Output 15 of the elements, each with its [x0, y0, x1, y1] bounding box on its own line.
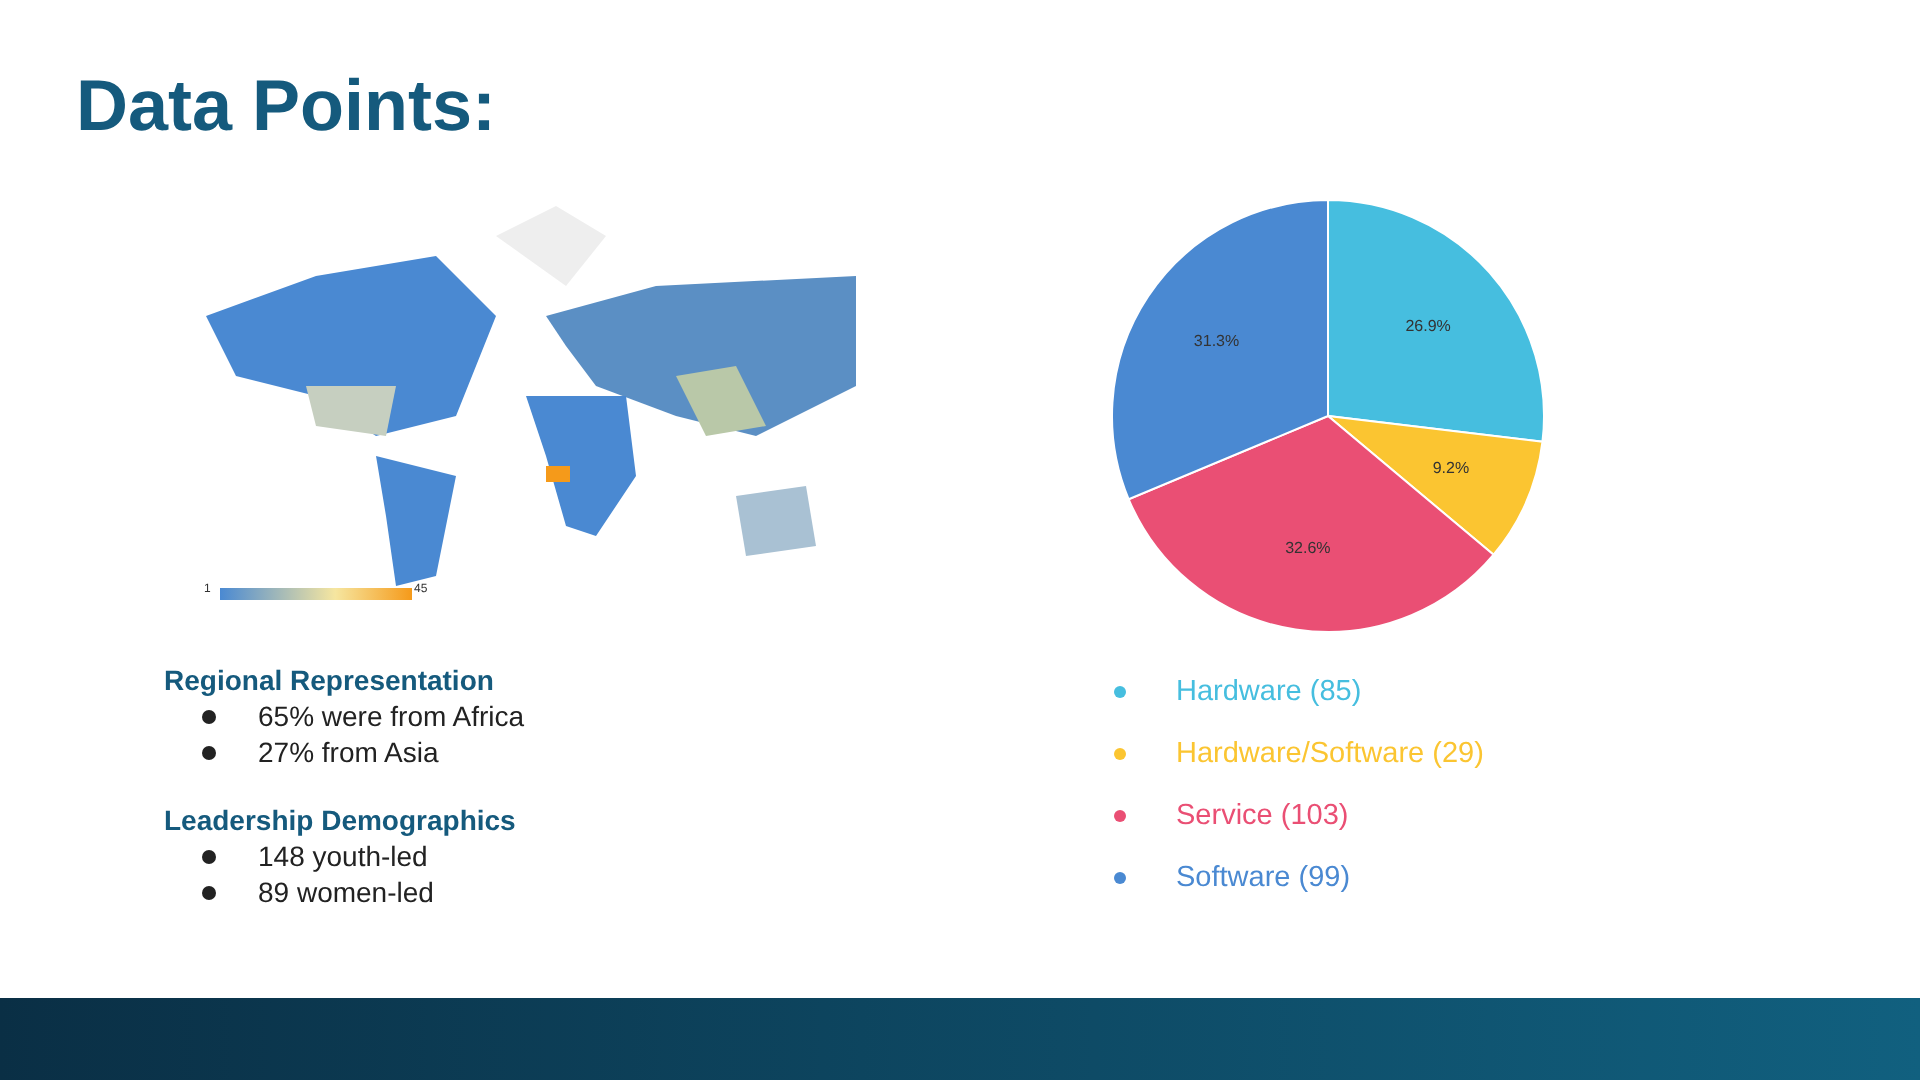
data-label: 32.6% [1285, 538, 1331, 557]
legend-label: Hardware/Software (29) [1174, 735, 1484, 773]
data-label: 26.9% [1405, 317, 1451, 336]
text: 148 youth-led [258, 840, 428, 872]
legend-label: Software (99) [1174, 859, 1353, 897]
text: Leadership Demographics [164, 804, 516, 836]
data-label: 31.3% [1193, 331, 1240, 350]
text: 65% were from Africa [258, 700, 525, 732]
text: 89 women-led [258, 876, 434, 908]
data-label: 9.2% [1432, 459, 1470, 478]
legend-label: Service (103) [1174, 797, 1351, 835]
legend-label: Hardware (85) [1174, 673, 1364, 711]
text: Regional Representation [164, 664, 494, 696]
text: 27% from Asia [258, 736, 439, 768]
text: Data Points: [76, 64, 497, 148]
